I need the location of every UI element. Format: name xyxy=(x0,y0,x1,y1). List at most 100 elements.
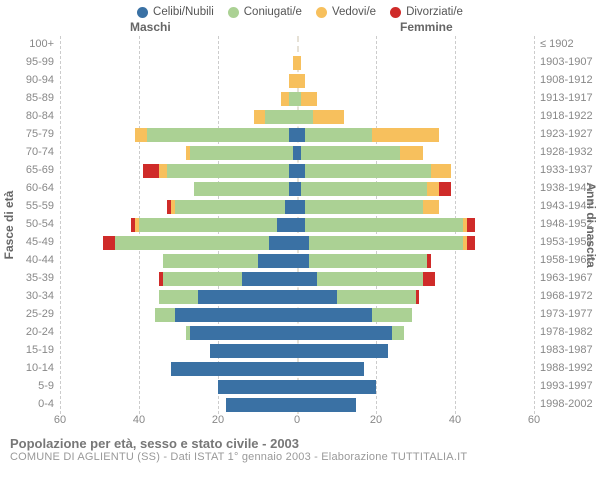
year-label: 1973-1977 xyxy=(534,308,593,320)
age-row: 5-91993-1997 xyxy=(60,380,534,394)
bar-segment xyxy=(226,398,297,412)
age-row: 85-891913-1917 xyxy=(60,92,534,106)
bar-segment xyxy=(297,344,388,358)
bar-segment xyxy=(309,254,428,268)
bar-segment xyxy=(392,326,404,340)
age-label: 30-34 xyxy=(26,290,60,302)
bar-segment xyxy=(269,236,297,250)
bar-female xyxy=(297,56,301,70)
bar-male xyxy=(131,218,297,232)
bar-segment xyxy=(297,272,317,286)
bar-segment xyxy=(159,290,199,304)
bar-female xyxy=(297,290,419,304)
legend: Celibi/NubiliConiugati/eVedovi/eDivorzia… xyxy=(0,0,600,18)
bar-female xyxy=(297,326,404,340)
age-row: 70-741928-1932 xyxy=(60,146,534,160)
bar-male xyxy=(155,308,297,322)
bar-segment xyxy=(198,290,297,304)
bar-segment xyxy=(423,200,439,214)
year-label: 1993-1997 xyxy=(534,380,593,392)
bar-segment xyxy=(175,200,286,214)
bar-segment xyxy=(103,236,115,250)
y-left-title: Fasce di età xyxy=(2,191,16,260)
label-female: Femmine xyxy=(400,20,453,34)
bar-female xyxy=(297,362,364,376)
label-male: Maschi xyxy=(130,20,171,34)
age-row: 75-791923-1927 xyxy=(60,128,534,142)
legend-label: Vedovi/e xyxy=(332,6,376,18)
bar-segment xyxy=(309,236,463,250)
bar-male xyxy=(226,398,297,412)
bar-segment xyxy=(163,254,258,268)
bar-segment xyxy=(155,308,175,322)
age-row: 30-341968-1972 xyxy=(60,290,534,304)
bar-segment xyxy=(297,218,305,232)
bar-segment xyxy=(147,128,289,142)
age-row: 45-491953-1957 xyxy=(60,236,534,250)
age-label: 10-14 xyxy=(26,362,60,374)
chart-area: Fasce di età Anni di nascita 100+≤ 19029… xyxy=(0,36,600,414)
bar-segment xyxy=(210,344,297,358)
age-row: 20-241978-1982 xyxy=(60,326,534,340)
bar-segment xyxy=(337,290,416,304)
age-row: 50-541948-1952 xyxy=(60,218,534,232)
bar-segment xyxy=(416,290,420,304)
age-row: 10-141988-1992 xyxy=(60,362,534,376)
year-label: 1938-1942 xyxy=(534,182,593,194)
bar-segment xyxy=(285,200,297,214)
bar-segment xyxy=(305,164,431,178)
bar-segment xyxy=(305,200,424,214)
bar-female xyxy=(297,218,475,232)
bar-segment xyxy=(423,272,435,286)
age-row: 65-691933-1937 xyxy=(60,164,534,178)
bar-segment xyxy=(297,110,313,124)
age-row: 95-991903-1907 xyxy=(60,56,534,70)
bar-segment xyxy=(317,272,424,286)
bar-segment xyxy=(297,200,305,214)
bar-segment xyxy=(297,308,372,322)
bar-segment xyxy=(467,218,475,232)
bar-segment xyxy=(254,110,266,124)
year-label: 1953-1957 xyxy=(534,236,593,248)
bar-male xyxy=(194,182,297,196)
bar-segment xyxy=(431,164,451,178)
bar-female xyxy=(297,110,344,124)
bar-segment xyxy=(289,128,297,142)
age-label: 60-64 xyxy=(26,182,60,194)
bar-segment xyxy=(190,326,297,340)
age-label: 20-24 xyxy=(26,326,60,338)
bar-segment xyxy=(194,182,289,196)
bar-female xyxy=(297,344,388,358)
bar-male xyxy=(186,326,297,340)
age-row: 0-41998-2002 xyxy=(60,398,534,412)
year-label: 1968-1972 xyxy=(534,290,593,302)
age-row: 35-391963-1967 xyxy=(60,272,534,286)
year-label: 1978-1982 xyxy=(534,326,593,338)
bar-segment xyxy=(115,236,269,250)
legend-swatch xyxy=(137,7,148,18)
bar-male xyxy=(103,236,297,250)
bar-segment xyxy=(297,236,309,250)
bar-segment xyxy=(372,308,412,322)
bar-segment xyxy=(301,92,317,106)
bar-female xyxy=(297,74,305,88)
legend-item: Coniugati/e xyxy=(228,6,302,18)
x-tick: 20 xyxy=(370,414,382,426)
legend-label: Divorziati/e xyxy=(406,6,463,18)
age-label: 80-84 xyxy=(26,110,60,122)
bar-segment xyxy=(297,74,305,88)
bar-female xyxy=(297,380,376,394)
legend-label: Coniugati/e xyxy=(244,6,302,18)
legend-item: Divorziati/e xyxy=(390,6,463,18)
bar-segment xyxy=(258,254,298,268)
year-label: 1963-1967 xyxy=(534,272,593,284)
age-label: 50-54 xyxy=(26,218,60,230)
age-row: 90-941908-1912 xyxy=(60,74,534,88)
year-label: 1933-1937 xyxy=(534,164,593,176)
x-tick: 0 xyxy=(294,414,300,426)
bar-male xyxy=(159,290,297,304)
bar-segment xyxy=(372,128,439,142)
age-label: 100+ xyxy=(29,38,60,50)
bar-female xyxy=(297,182,451,196)
age-label: 75-79 xyxy=(26,128,60,140)
